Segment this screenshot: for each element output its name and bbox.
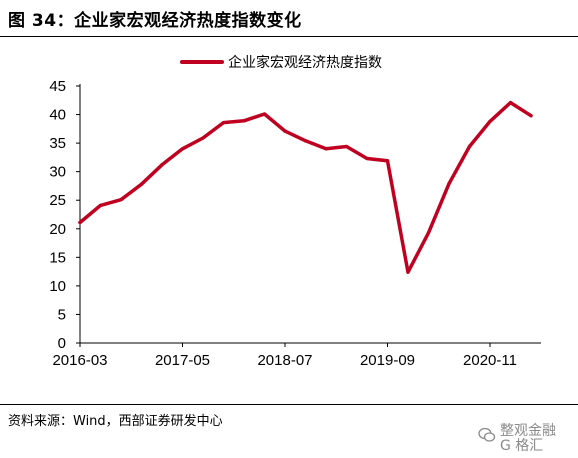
data-point — [160, 163, 164, 167]
line-chart: 0 5 10 15 20 25 30 35 40 45 2016-03 2017-05 2018-07 2… — [49, 54, 541, 369]
data-point — [283, 129, 287, 133]
data-point — [262, 112, 267, 116]
x-tick-label: 2019-09 — [360, 352, 415, 369]
data-point — [406, 270, 410, 274]
figure-title: 图 34：企业家宏观经济热度指数变化 — [8, 11, 302, 31]
source-note: 资料来源：Wind，西部证券研发中心 — [8, 414, 223, 429]
data-point — [303, 139, 308, 143]
y-tick-label: 20 — [49, 221, 66, 238]
wechat-icon — [478, 427, 496, 442]
x-tick-label: 2018-07 — [257, 352, 312, 369]
x-tick-label: 2016-03 — [52, 352, 107, 369]
top-rule — [0, 36, 578, 37]
data-point — [98, 203, 103, 207]
y-tick-label: 30 — [49, 164, 66, 181]
series-line — [78, 100, 533, 274]
x-tick-label: 2017-05 — [155, 352, 210, 369]
data-point — [139, 182, 144, 186]
legend-label: 企业家宏观经济热度指数 — [228, 54, 382, 71]
y-tick-label: 25 — [49, 192, 66, 209]
watermark-line-2: G 格汇 — [500, 438, 544, 454]
y-tick-label: 0 — [58, 335, 66, 352]
data-point — [426, 231, 431, 235]
y-tick-label: 15 — [49, 249, 66, 266]
data-point — [324, 147, 328, 151]
y-tick-label: 45 — [49, 78, 66, 95]
data-point — [221, 120, 226, 125]
data-point — [344, 144, 349, 149]
data-point — [201, 136, 205, 140]
y-tick-label: 35 — [49, 135, 66, 152]
watermark: 整观金融 G 格汇 — [478, 420, 574, 454]
data-point — [447, 182, 451, 186]
data-point — [180, 147, 185, 151]
data-point — [385, 159, 390, 163]
data-point — [365, 156, 369, 161]
data-point — [78, 220, 82, 225]
data-point — [508, 100, 513, 105]
y-tick-label: 40 — [49, 107, 66, 124]
data-point — [242, 119, 246, 123]
x-tick-label: 2020-11 — [463, 352, 517, 369]
y-tick-label: 10 — [49, 278, 66, 295]
watermark-line-1: 整观金融 — [500, 423, 556, 439]
data-point — [488, 119, 492, 124]
y-tick-label: 5 — [58, 306, 66, 323]
data-point — [467, 144, 472, 149]
bottom-rule — [0, 404, 578, 405]
data-point — [529, 114, 533, 118]
data-point — [119, 198, 123, 202]
